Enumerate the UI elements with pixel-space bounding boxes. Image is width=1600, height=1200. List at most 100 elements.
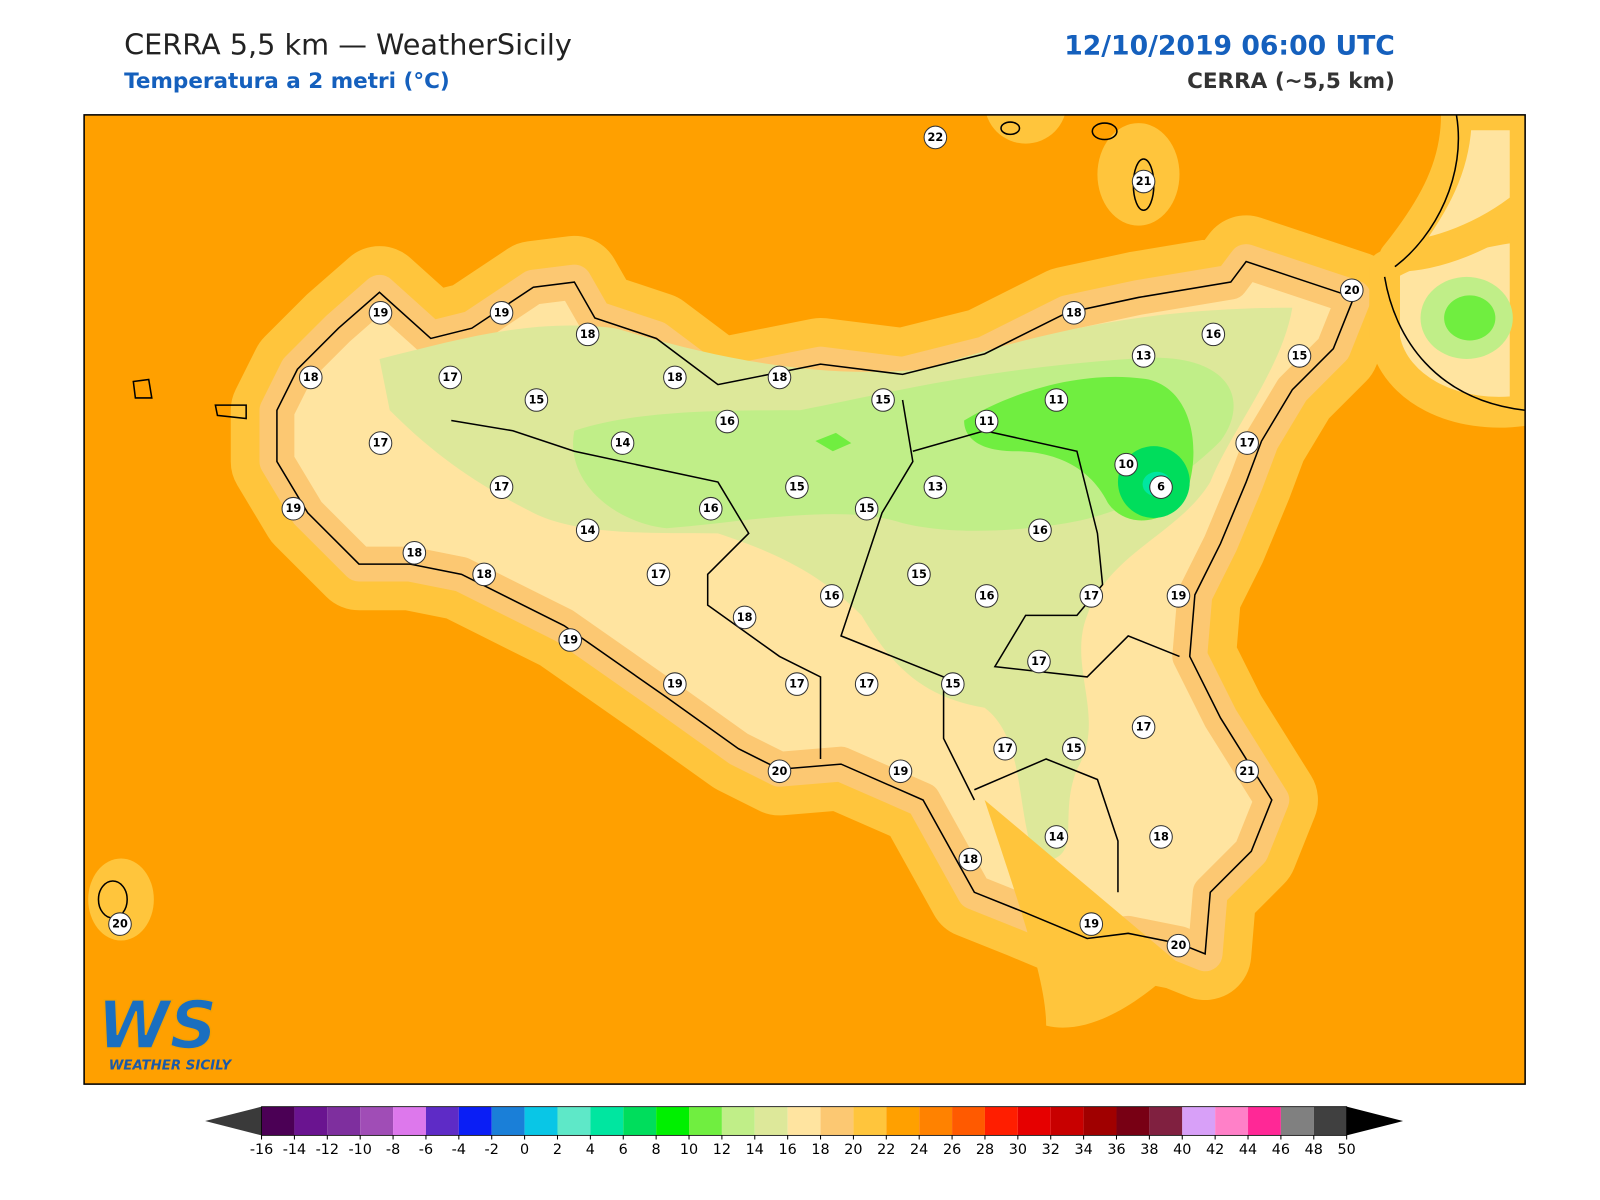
- station-value: 10: [1118, 458, 1134, 471]
- station-marker: [402, 541, 427, 565]
- station-marker: [610, 431, 635, 455]
- station-value: 17: [442, 371, 458, 384]
- station-marker: [767, 365, 792, 390]
- station-marker: [663, 672, 687, 696]
- station-marker: [923, 125, 948, 150]
- station-marker: [888, 759, 913, 784]
- pantelleria-halo: [88, 858, 154, 941]
- station-marker: [993, 736, 1017, 761]
- station-marker: [767, 759, 792, 784]
- station-marker: [489, 475, 514, 499]
- south-halo: [984, 800, 1180, 1028]
- station-value: 19: [285, 502, 301, 515]
- station-value: 11: [1049, 394, 1065, 407]
- station-value: 15: [875, 394, 891, 407]
- station-marker: [1287, 344, 1312, 368]
- station-value: 14: [580, 524, 596, 537]
- colorbar-swatch: [787, 1106, 821, 1136]
- station-marker: [489, 301, 514, 325]
- logo-mark: WS: [97, 988, 217, 1064]
- station-marker: [298, 365, 323, 390]
- colorbar-swatch: [491, 1106, 525, 1136]
- station-marker: [1062, 301, 1086, 325]
- station-value: 15: [1066, 742, 1082, 755]
- colorbar-swatch: [261, 1106, 295, 1136]
- colorbar-swatch: [984, 1106, 1018, 1136]
- station-value: 6: [1157, 481, 1165, 494]
- province-border: [974, 758, 1119, 893]
- colorbar-swatch: [393, 1106, 426, 1136]
- colorbar-swatch: [754, 1106, 788, 1136]
- province-border: [912, 429, 1180, 678]
- station-marker: [819, 584, 844, 608]
- station-marker: [558, 628, 583, 652]
- station-value: 19: [562, 634, 578, 647]
- colorbar-tick-label: 16: [779, 1142, 797, 1158]
- province-border: [840, 399, 976, 801]
- station-value: 18: [1153, 830, 1169, 843]
- colorbar-swatch: [590, 1106, 624, 1136]
- station-marker: [1114, 452, 1138, 477]
- colorbar-tick-label: -10: [348, 1142, 371, 1158]
- station-value: 22: [928, 131, 944, 144]
- colorbar-tick-label: 8: [652, 1142, 661, 1158]
- station-marker: [1149, 475, 1173, 499]
- station-marker: [785, 672, 809, 696]
- colorbar-swatch: [1149, 1106, 1183, 1136]
- station-marker: [575, 518, 600, 543]
- station-marker: [941, 672, 965, 696]
- colorbar-tick-label: 28: [976, 1142, 994, 1158]
- colorbar-tick-label: 42: [1206, 1142, 1224, 1158]
- province-border: [451, 419, 822, 759]
- station-value: 19: [494, 306, 510, 319]
- station-marker: [785, 475, 809, 499]
- station-value: 16: [1205, 328, 1221, 341]
- colorbar-tick-label: 0: [520, 1142, 529, 1158]
- colorbar-swatch: [820, 1106, 854, 1136]
- island: [1091, 122, 1118, 141]
- colorbar-swatch: [853, 1106, 887, 1136]
- colorbar-swatch: [458, 1106, 492, 1136]
- colorbar-tick-label: 2: [553, 1142, 562, 1158]
- colorbar-tick-label: -14: [283, 1142, 306, 1158]
- station-marker: [575, 322, 600, 347]
- station-marker: [108, 912, 132, 936]
- station-value: 18: [1066, 306, 1082, 319]
- colorbar-swatch: [1182, 1106, 1216, 1136]
- station-value: 19: [667, 678, 683, 691]
- station-value: 14: [1049, 830, 1065, 843]
- colorbar-swatch: [886, 1106, 920, 1136]
- station-marker: [974, 584, 999, 608]
- datetime: 12/10/2019 06:00 UTC: [1064, 30, 1395, 61]
- colorbar-swatch: [1083, 1106, 1117, 1136]
- colorbar-tick-label: 32: [1042, 1142, 1060, 1158]
- colorbar-frame: [261, 1106, 1348, 1136]
- colorbar-extend-low: [205, 1106, 262, 1136]
- colorbar-swatch: [425, 1106, 459, 1136]
- colorbar-swatch: [689, 1106, 722, 1136]
- colorbar-swatch: [919, 1106, 953, 1136]
- station-value: 13: [928, 481, 944, 494]
- station-value: 17: [1031, 655, 1047, 668]
- station-marker: [1166, 933, 1191, 958]
- colorbar-tick-label: 10: [680, 1142, 698, 1158]
- colorbar-tick-label: 20: [844, 1142, 862, 1158]
- colorbar-swatch: [1017, 1106, 1051, 1136]
- station-value: 17: [859, 678, 875, 691]
- station-value: 18: [962, 853, 978, 866]
- station-value: 20: [1344, 284, 1360, 297]
- calabria-coast: [1394, 114, 1460, 268]
- colorbar-tick-label: -2: [485, 1142, 499, 1158]
- station-value: 16: [719, 415, 735, 428]
- colorbar-swatch: [952, 1106, 985, 1136]
- frame: [83, 114, 1526, 1085]
- colorbar-tick-label: 40: [1173, 1142, 1191, 1158]
- colorbar-tick-label: 46: [1272, 1142, 1290, 1158]
- colorbar-tick-label: -16: [250, 1142, 273, 1158]
- station-value: 19: [893, 765, 909, 778]
- colorbar-extend-high: [1346, 1106, 1404, 1136]
- station-marker: [854, 496, 879, 521]
- colorbar-swatch: [1215, 1106, 1249, 1136]
- colorbar-tick-label: 34: [1074, 1142, 1092, 1158]
- colorbar-swatch: [1050, 1106, 1084, 1136]
